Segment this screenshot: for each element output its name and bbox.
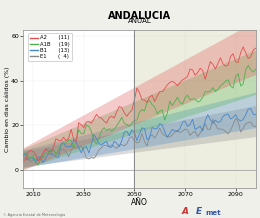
Text: met: met [205,210,221,216]
X-axis label: AÑO: AÑO [131,198,148,207]
Y-axis label: Cambio en dias cálidos (%): Cambio en dias cálidos (%) [4,66,10,152]
Text: E: E [196,207,203,216]
Legend: A2       (11), A1B     (19), B1       (13), E1       (  4): A2 (11), A1B (19), B1 (13), E1 ( 4) [28,33,72,61]
Title: ANDALUCIA: ANDALUCIA [108,11,171,21]
Text: A: A [182,207,189,216]
Bar [134,30,256,188]
Text: © Agencia Estatal de Meteorologia: © Agencia Estatal de Meteorologia [3,213,65,217]
Text: ANUAL: ANUAL [128,17,151,24]
